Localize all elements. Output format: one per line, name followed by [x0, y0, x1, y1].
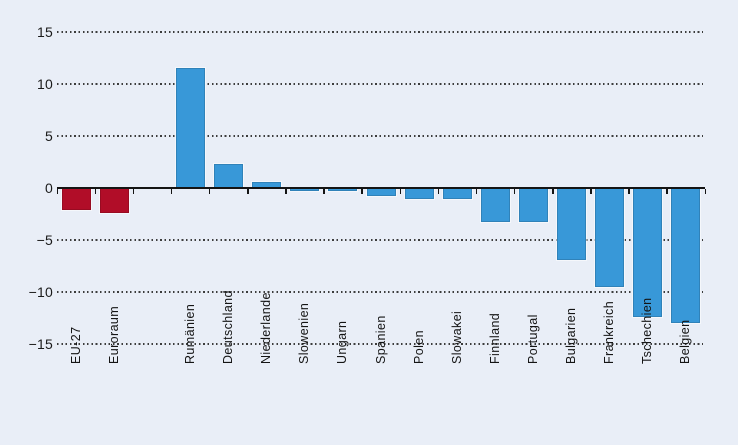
x-axis-tick: [170, 188, 173, 194]
gridline-y--15: [57, 343, 703, 346]
bar-rumänien: [175, 68, 205, 188]
bar-deutschland: [214, 164, 244, 188]
bar-slowenien: [290, 188, 320, 192]
y-axis-tick-label: 10: [37, 75, 53, 92]
bar-slowakei: [442, 188, 472, 200]
bar-niederlande: [252, 181, 282, 188]
y-axis-tick-label: 0: [45, 180, 53, 196]
x-axis-tick: [323, 188, 325, 194]
bar-euroraum: [99, 188, 129, 213]
x-axis-tick: [704, 188, 706, 194]
x-axis-tick: [361, 188, 363, 194]
x-axis-tick: [552, 188, 554, 194]
bar-bulgarien: [557, 188, 587, 260]
bar-polen: [404, 188, 434, 200]
y-axis-tick-label: 15: [37, 23, 53, 40]
x-axis-tick: [666, 188, 668, 194]
gridline-y-15: [57, 30, 703, 33]
y-axis-tick-label: −15: [28, 336, 53, 353]
x-axis-tick: [513, 188, 516, 194]
bar-finnland: [480, 188, 510, 223]
bar-frankreich: [595, 188, 625, 287]
gridline-y-5: [57, 134, 703, 137]
y-axis-tick-label: −10: [28, 284, 53, 301]
gridline-y-10: [57, 82, 703, 85]
x-axis-tick: [132, 188, 135, 194]
x-axis-tick: [208, 188, 211, 194]
x-axis-tick: [399, 188, 402, 194]
x-axis-tick: [56, 188, 58, 194]
gridline-y--5: [57, 239, 703, 242]
y-axis-tick-label: −5: [36, 232, 53, 249]
x-axis-tick: [94, 188, 97, 194]
x-axis-tick: [247, 188, 249, 194]
bar-tschechien: [633, 188, 663, 318]
bar-spanien: [366, 188, 396, 197]
x-axis-tick: [628, 188, 630, 194]
x-axis-tick: [590, 188, 592, 194]
x-axis-tick: [475, 188, 478, 194]
gridline-y--10: [57, 291, 703, 294]
bar-portugal: [518, 188, 548, 223]
x-axis-tick: [437, 188, 440, 194]
x-axis-tick: [285, 188, 287, 194]
x-axis-line: [57, 186, 705, 189]
bar-eu-27: [61, 188, 91, 210]
bar-belgien: [671, 188, 701, 324]
y-axis-tick-label: 5: [45, 127, 53, 144]
bar-ungarn: [328, 188, 358, 192]
